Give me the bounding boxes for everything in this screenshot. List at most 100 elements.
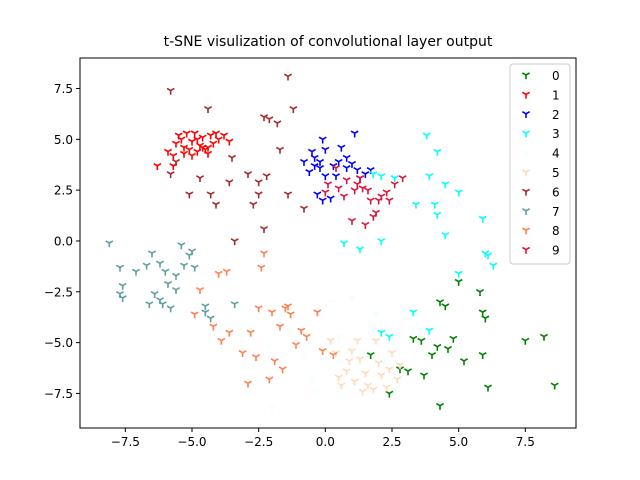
point-series-0-14 <box>521 337 530 345</box>
legend-label-2: 2 <box>552 108 560 122</box>
point-series-9-0 <box>342 177 351 185</box>
series-7 <box>105 240 239 323</box>
point-series-6-3 <box>289 106 298 114</box>
point-series-0-15 <box>539 333 549 341</box>
point-series-9-11 <box>361 221 370 229</box>
point-series-5-11 <box>387 349 397 357</box>
ticks-layer: −7.5 −5.0 −2.5 0.0 2.5 5.0 7.5 −7.5 −5.0 −2.5 0.0 2… <box>44 82 535 449</box>
y-tick-label: −5.0 <box>44 336 73 350</box>
point-series-4-9 <box>283 325 293 333</box>
point-series-3-3 <box>441 181 450 189</box>
point-series-0-7 <box>417 337 426 345</box>
legend-label-5: 5 <box>552 166 560 180</box>
point-series-2-18 <box>318 197 327 205</box>
point-series-8-10 <box>259 250 269 258</box>
point-series-8-1 <box>195 286 205 294</box>
point-series-6-11 <box>185 191 194 199</box>
point-series-6-17 <box>254 179 263 187</box>
point-series-1-21 <box>193 136 202 144</box>
point-series-8-15 <box>286 311 295 319</box>
point-series-1-7 <box>190 130 199 138</box>
legend-label-9: 9 <box>552 244 560 258</box>
point-series-9-1 <box>353 181 362 189</box>
point-series-3-4 <box>454 189 463 197</box>
point-series-8-9 <box>254 305 263 313</box>
point-series-9-21 <box>385 197 394 205</box>
legend-marker-4 <box>521 149 531 157</box>
point-series-0-18 <box>385 390 394 398</box>
point-series-6-22 <box>299 205 309 213</box>
point-series-6-0 <box>166 87 175 95</box>
point-series-8-12 <box>267 309 277 317</box>
point-series-7-16 <box>190 264 199 272</box>
point-series-9-18 <box>350 187 359 195</box>
legend-marker-1 <box>521 91 531 99</box>
series-2 <box>299 130 375 205</box>
point-series-1-6 <box>187 138 197 146</box>
legend-label-4: 4 <box>552 147 560 161</box>
point-series-1-17 <box>219 132 229 140</box>
point-series-9-9 <box>398 175 407 183</box>
point-series-0-0 <box>435 299 445 307</box>
point-series-9-12 <box>369 213 378 221</box>
point-series-1-10 <box>198 134 207 142</box>
legend-label-1: 1 <box>552 88 560 102</box>
point-series-2-6 <box>305 169 314 177</box>
point-series-8-3 <box>222 268 231 276</box>
point-series-0-2 <box>454 278 463 286</box>
point-series-7-21 <box>166 305 175 313</box>
point-series-1-20 <box>182 130 191 138</box>
point-series-1-23 <box>187 152 197 160</box>
point-series-5-9 <box>377 372 386 380</box>
series-8 <box>190 250 338 388</box>
point-series-9-8 <box>390 181 399 189</box>
series-0 <box>366 278 559 410</box>
point-series-3-15 <box>339 240 349 248</box>
point-series-2-22 <box>342 164 351 172</box>
point-series-0-1 <box>441 303 450 311</box>
point-series-8-8 <box>246 329 255 337</box>
point-series-2-16 <box>321 173 330 181</box>
point-series-7-24 <box>177 242 186 250</box>
series-9 <box>321 164 407 229</box>
point-series-2-0 <box>318 136 327 144</box>
point-series-1-1 <box>169 152 178 160</box>
point-series-6-9 <box>166 171 175 179</box>
x-tick-label: −7.5 <box>111 435 140 449</box>
point-series-3-7 <box>441 232 450 240</box>
point-series-6-8 <box>275 146 285 154</box>
point-series-7-14 <box>179 262 189 270</box>
point-series-4-4 <box>337 360 346 368</box>
y-tick-label: 5.0 <box>54 133 73 147</box>
point-series-5-18 <box>345 358 354 366</box>
point-series-0-21 <box>366 352 375 360</box>
point-series-7-9 <box>150 291 159 299</box>
point-series-6-7 <box>227 154 237 162</box>
point-series-0-11 <box>449 335 458 343</box>
x-tick-label: 0.0 <box>316 435 335 449</box>
legend-label-8: 8 <box>552 224 560 238</box>
point-series-2-5 <box>299 158 309 166</box>
legend-label-7: 7 <box>552 205 560 219</box>
point-series-5-20 <box>334 374 343 382</box>
point-series-1-8 <box>193 148 202 156</box>
point-series-8-20 <box>329 352 338 360</box>
point-series-6-5 <box>259 114 269 122</box>
point-series-6-1 <box>203 106 213 114</box>
point-series-9-3 <box>363 187 373 195</box>
legend-marker-7 <box>521 208 531 215</box>
point-series-8-13 <box>275 323 285 331</box>
point-series-6-2 <box>283 73 293 81</box>
point-series-5-15 <box>350 378 359 386</box>
y-tick-label: 0.0 <box>54 234 73 248</box>
point-series-2-10 <box>342 154 351 162</box>
point-series-0-20 <box>419 372 429 380</box>
point-series-9-13 <box>331 164 341 172</box>
point-series-6-4 <box>265 116 274 124</box>
point-series-8-7 <box>238 349 247 357</box>
point-series-8-25 <box>243 380 253 388</box>
point-series-8-5 <box>217 337 226 345</box>
legend-marker-8 <box>521 227 531 235</box>
point-series-2-15 <box>331 173 341 181</box>
